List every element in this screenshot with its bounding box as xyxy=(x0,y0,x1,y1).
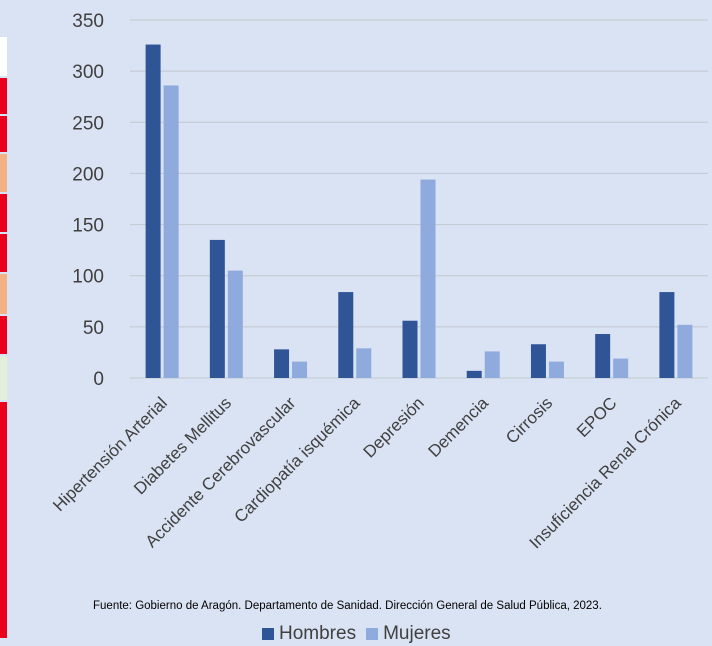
edge-strip xyxy=(0,356,7,400)
y-tick-label: 100 xyxy=(72,267,104,288)
edge-strip xyxy=(0,316,7,354)
edge-strip xyxy=(0,194,7,232)
bar-mujeres xyxy=(677,324,693,378)
y-axis-ticks: 0 50 100 150 200 250 300 350 xyxy=(72,11,104,390)
left-edge-strips xyxy=(0,37,7,638)
bar-mujeres xyxy=(484,351,500,378)
edge-strip xyxy=(0,37,7,76)
bar-hombres xyxy=(659,292,675,378)
y-tick-label: 300 xyxy=(72,62,104,83)
edge-strip xyxy=(0,234,7,272)
x-tick-label: Depresión xyxy=(360,393,428,461)
bars xyxy=(145,44,693,378)
bar-hombres xyxy=(274,349,290,378)
edge-strip xyxy=(0,116,7,152)
y-tick-label: 0 xyxy=(93,369,104,390)
bar-hombres xyxy=(530,344,546,378)
bar-mujeres xyxy=(548,361,564,378)
source-note: Fuente: Gobierno de Aragón. Departamento… xyxy=(93,600,602,612)
legend-label-hombres: Hombres xyxy=(279,623,357,644)
edge-strip xyxy=(0,274,7,314)
y-tick-label: 350 xyxy=(72,11,104,32)
bar-mujeres xyxy=(356,348,372,378)
x-tick-label: Cardiopatía isquémica xyxy=(231,393,364,526)
y-tick-label: 200 xyxy=(72,164,104,185)
legend-item-hombres: Hombres xyxy=(262,623,356,645)
x-tick-label: Demencia xyxy=(424,393,492,461)
gridlines xyxy=(130,19,708,379)
x-tick-label: EPOC xyxy=(573,393,621,441)
edge-strip xyxy=(0,78,7,114)
bar-hombres xyxy=(209,239,225,378)
legend-item-mujeres: Mujeres xyxy=(366,623,451,645)
y-tick-label: 50 xyxy=(83,318,104,339)
legend-label-mujeres: Mujeres xyxy=(383,623,451,644)
legend: Hombres Mujeres xyxy=(262,622,451,646)
bar-hombres xyxy=(145,44,161,378)
legend-swatch-hombres xyxy=(262,628,274,640)
x-tick-label: Cirrosis xyxy=(502,393,556,447)
bar-mujeres xyxy=(292,361,308,378)
y-tick-label: 150 xyxy=(72,216,104,237)
bar-hombres xyxy=(595,334,611,378)
bar-mujeres xyxy=(227,270,243,378)
bar-mujeres xyxy=(163,85,179,378)
edge-strip xyxy=(0,402,7,638)
x-tick-label: Hipertensión Arterial xyxy=(49,393,171,515)
bar-mujeres xyxy=(420,179,436,378)
legend-swatch-mujeres xyxy=(366,628,379,640)
edge-strip xyxy=(0,154,7,192)
y-tick-label: 250 xyxy=(72,113,104,134)
bar-hombres xyxy=(402,320,418,378)
bar-mujeres xyxy=(613,358,629,378)
bar-hombres xyxy=(338,292,354,378)
bar-hombres xyxy=(466,370,482,378)
